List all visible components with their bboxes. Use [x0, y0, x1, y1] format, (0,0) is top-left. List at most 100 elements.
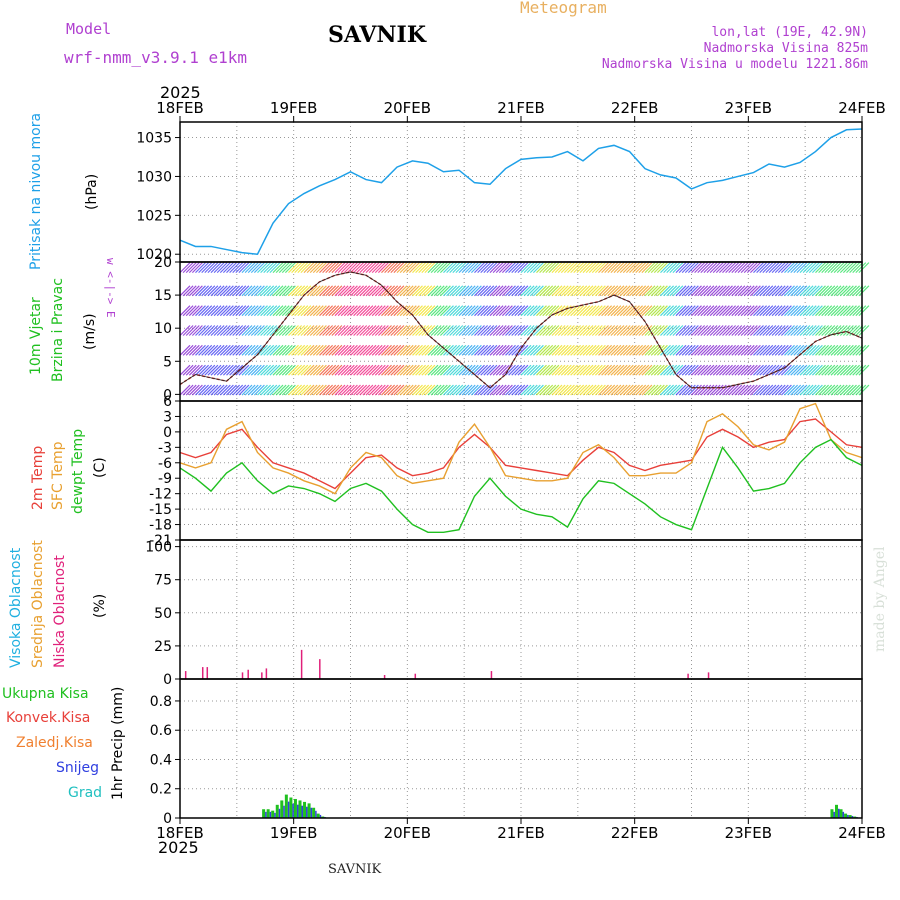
wind-barb — [780, 325, 792, 336]
wind-barb — [325, 344, 337, 356]
wind-barb — [579, 285, 591, 297]
wind-barb — [204, 384, 216, 396]
wind-barb — [532, 364, 544, 376]
wind-barb — [356, 262, 368, 274]
wind-barb — [222, 384, 234, 396]
wind-barb — [687, 384, 699, 396]
wind-barb — [253, 364, 265, 376]
wind-barb — [201, 384, 213, 396]
wind-barb — [353, 384, 365, 396]
wind-barb — [508, 344, 520, 356]
wind-barb — [811, 305, 823, 317]
wind-barb — [718, 285, 730, 297]
wind-barb — [250, 384, 262, 396]
sfc-temp-line — [179, 402, 863, 495]
y-tick-label: 0.8 — [150, 694, 172, 710]
wind-barb — [839, 305, 851, 317]
wind-barb — [712, 305, 724, 317]
footer-station: SAVNIK — [328, 862, 382, 877]
wind-barb — [207, 262, 219, 274]
wind-barb — [709, 325, 721, 336]
wind-barb — [439, 285, 451, 297]
wind-barb — [185, 384, 197, 396]
wind-barb — [709, 305, 721, 317]
wind-barb — [182, 285, 194, 297]
wind-barb — [443, 384, 454, 396]
wind-barb — [260, 325, 272, 336]
wind-barb — [570, 262, 582, 274]
wind-barb — [542, 305, 554, 317]
wind-barb — [768, 325, 780, 336]
wind-barb — [288, 325, 299, 336]
wind-barb — [350, 305, 361, 317]
wind-barb — [238, 344, 250, 356]
wind-barb — [232, 325, 244, 336]
wind-barb — [616, 305, 628, 317]
precip-bar — [266, 809, 270, 818]
wind-barb — [433, 262, 445, 274]
wind-barb — [539, 364, 551, 376]
wind-barb — [728, 325, 740, 336]
wind-barb — [551, 364, 563, 376]
x-tick-label-bottom: 22FEB — [611, 824, 658, 842]
wind-barb — [210, 344, 222, 356]
wind-barb — [520, 364, 532, 376]
wind-barb — [365, 325, 377, 336]
wind-barb — [455, 384, 467, 396]
wind-barb — [821, 262, 833, 274]
wind-barb — [824, 325, 836, 336]
wind-barb — [833, 262, 845, 274]
wind-barb — [359, 285, 371, 297]
wind-barb — [461, 305, 473, 317]
wind-barb — [393, 364, 405, 376]
wind-barb — [759, 325, 771, 336]
wind-barb — [312, 364, 324, 376]
wind-barb — [396, 262, 408, 274]
precip-snow-label: Snijeg — [56, 760, 100, 776]
wind-barb — [508, 384, 520, 396]
wind-barb — [284, 344, 296, 356]
wind-barb — [842, 305, 854, 317]
wind-barb — [374, 364, 386, 376]
wind-barb — [204, 285, 216, 297]
wind-barb — [331, 262, 343, 274]
precip-snow-bar — [306, 806, 308, 818]
wind-barb — [480, 305, 492, 317]
wind-barb — [678, 305, 690, 317]
wind-barb — [520, 262, 532, 274]
wind-barb — [182, 262, 194, 274]
wind-barb — [474, 384, 485, 396]
wind-barb — [213, 305, 225, 317]
wind-barb — [542, 262, 554, 274]
precip-snow-bar — [301, 805, 303, 818]
wind-barb — [731, 364, 743, 376]
wind-barb — [303, 305, 315, 317]
wind-barb — [427, 325, 439, 336]
wind-barb — [216, 305, 228, 317]
wind-barb — [687, 325, 699, 336]
wind-barb — [740, 305, 752, 317]
wind-barb — [532, 325, 544, 336]
wind-barb — [647, 262, 659, 274]
wind-barb — [579, 344, 591, 356]
wind-barb — [706, 325, 718, 336]
wind-barb — [433, 325, 445, 336]
wind-barb — [368, 305, 380, 317]
wind-barb — [749, 305, 761, 317]
wind-barb — [731, 325, 743, 336]
wind-barb — [706, 344, 718, 356]
wind-barb — [687, 262, 699, 274]
wind-barb — [852, 364, 864, 376]
wind-barb — [294, 305, 306, 317]
wind-barb — [449, 325, 461, 336]
wind-barb — [536, 325, 547, 336]
wind-barb — [573, 384, 585, 396]
wind-barb — [362, 384, 374, 396]
wind-barb — [226, 364, 237, 376]
wind-barb — [517, 262, 529, 274]
wind-barb — [827, 364, 839, 376]
wind-barb — [765, 285, 777, 297]
wind-barb — [241, 344, 253, 356]
wind-barb — [653, 384, 665, 396]
wind-barb — [483, 364, 495, 376]
